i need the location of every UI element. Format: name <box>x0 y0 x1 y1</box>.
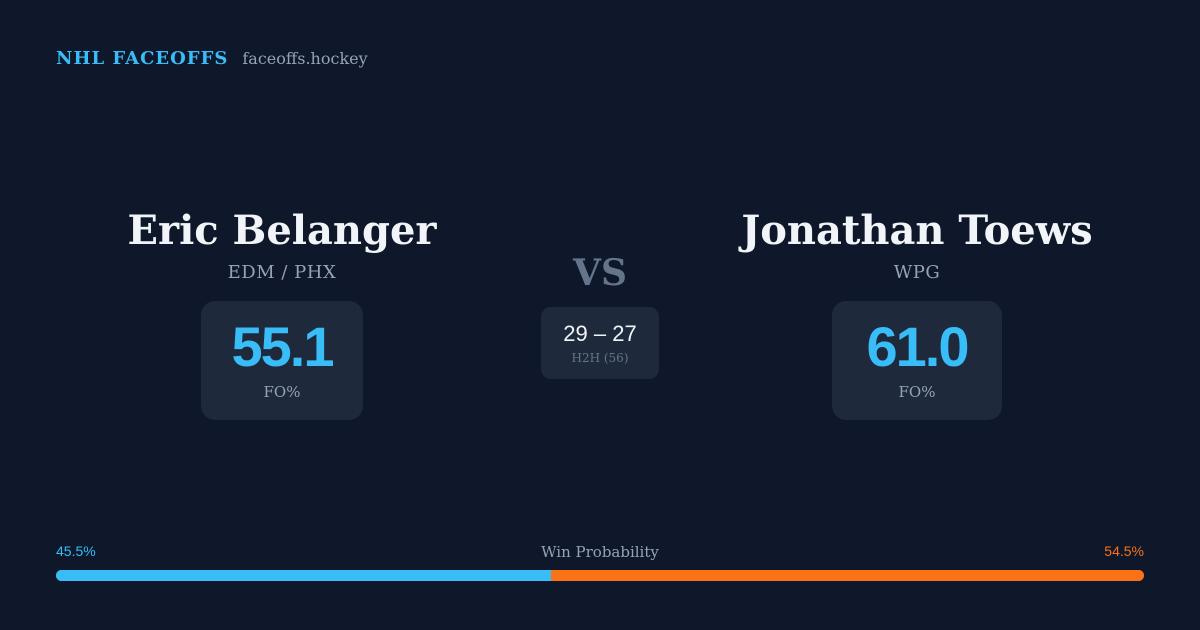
versus-label: VS <box>573 252 627 294</box>
faceoff-label: FO% <box>898 383 936 401</box>
win-probability-right: 54.5% <box>1104 543 1144 559</box>
win-probability-labels: 45.5% Win Probability 54.5% <box>56 543 1144 563</box>
head-to-head-score: 29 – 27 <box>563 321 637 346</box>
player-name: Jonathan Toews <box>741 207 1093 254</box>
win-probability-left: 45.5% <box>56 543 96 559</box>
faceoff-stat-card: 61.0 FO% <box>832 301 1002 420</box>
player-team: EDM / PHX <box>227 262 337 283</box>
head-to-head-card: 29 – 27 H2H (56) <box>541 307 659 379</box>
brand-name: NHL FACEOFFS <box>56 48 229 69</box>
faceoff-percentage: 61.0 <box>866 315 970 378</box>
win-probability-bar-right <box>551 570 1144 581</box>
brand-url: faceoffs.hockey <box>242 49 368 68</box>
faceoff-percentage: 55.1 <box>231 315 335 378</box>
player-name: Eric Belanger <box>127 207 437 254</box>
win-probability-title: Win Probability <box>541 543 659 561</box>
win-probability-bar-left <box>56 570 552 581</box>
head-to-head-label: H2H (56) <box>571 351 629 365</box>
brand-header: NHL FACEOFFS faceoffs.hockey <box>56 48 368 69</box>
player-team: WPG <box>893 262 941 283</box>
faceoff-stat-card: 55.1 FO% <box>201 301 363 420</box>
win-probability-bar <box>56 570 1144 581</box>
player-left: Eric Belanger EDM / PHX 55.1 FO% <box>82 206 482 420</box>
faceoff-label: FO% <box>263 383 301 401</box>
player-right: Jonathan Toews WPG 61.0 FO% <box>717 206 1117 420</box>
